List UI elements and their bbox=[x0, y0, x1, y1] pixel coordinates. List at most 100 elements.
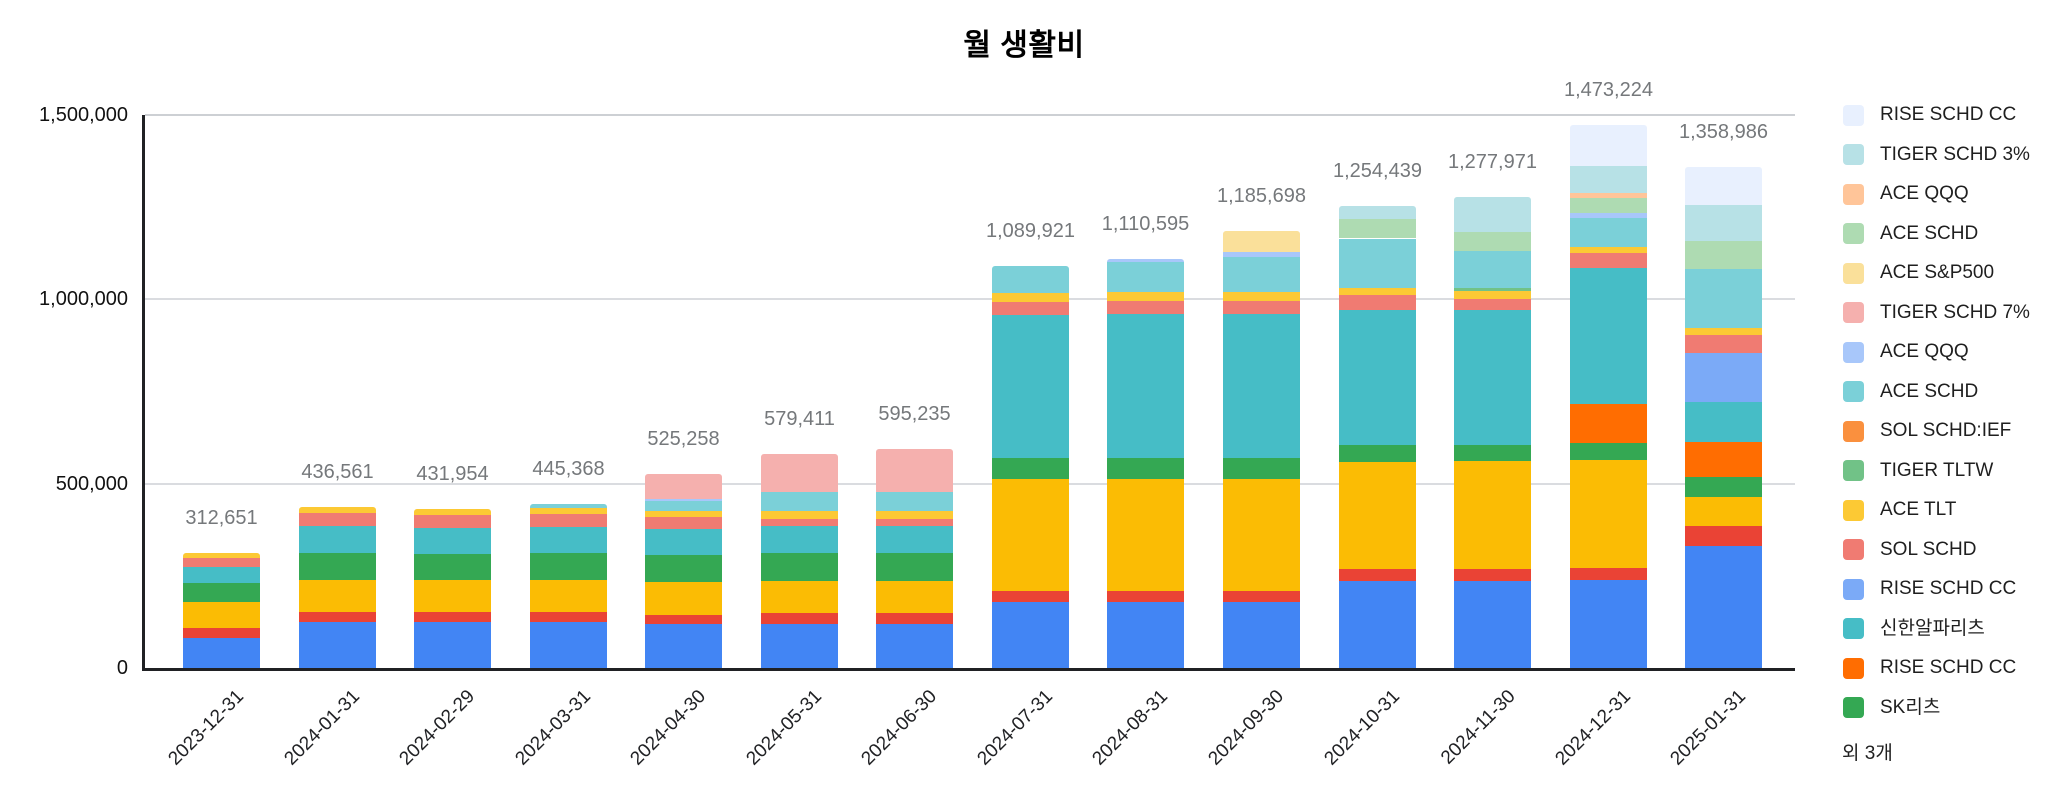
bar-segment[interactable] bbox=[876, 624, 953, 668]
bar-segment[interactable] bbox=[1107, 591, 1184, 603]
bar-segment[interactable] bbox=[1339, 310, 1416, 445]
legend-item[interactable]: RISE SCHD CC bbox=[1843, 104, 2016, 126]
bar-segment[interactable] bbox=[414, 527, 491, 554]
bar-segment[interactable] bbox=[183, 627, 260, 638]
bar-segment[interactable] bbox=[1339, 294, 1416, 311]
bar-segment[interactable] bbox=[530, 514, 607, 528]
bar-segment[interactable] bbox=[1454, 288, 1531, 292]
bar-segment[interactable] bbox=[530, 508, 607, 515]
bar-segment[interactable] bbox=[645, 624, 722, 668]
bar-segment[interactable] bbox=[645, 554, 722, 582]
bar-segment[interactable] bbox=[299, 611, 376, 622]
bar-segment[interactable] bbox=[1223, 230, 1300, 253]
bar-segment[interactable] bbox=[876, 613, 953, 625]
bar-segment[interactable] bbox=[1685, 441, 1762, 478]
legend-item[interactable]: TIGER SCHD 7% bbox=[1843, 302, 2030, 324]
bar-segment[interactable] bbox=[299, 513, 376, 527]
bar-segment[interactable] bbox=[1454, 568, 1531, 581]
bar-segment[interactable] bbox=[530, 621, 607, 668]
bar-segment[interactable] bbox=[414, 580, 491, 612]
bar-segment[interactable] bbox=[1685, 545, 1762, 668]
bar-segment[interactable] bbox=[992, 478, 1069, 592]
bar-segment[interactable] bbox=[645, 517, 722, 529]
bar-segment[interactable] bbox=[183, 558, 260, 568]
bar-segment[interactable] bbox=[876, 553, 953, 582]
bar-segment[interactable] bbox=[876, 519, 953, 527]
bar-segment[interactable] bbox=[645, 614, 722, 625]
bar-segment[interactable] bbox=[761, 454, 838, 493]
legend-item[interactable]: ACE TLT bbox=[1843, 499, 1956, 521]
bar-segment[interactable] bbox=[992, 314, 1069, 458]
bar-segment[interactable] bbox=[1685, 526, 1762, 546]
bar-segment[interactable] bbox=[414, 611, 491, 622]
bar-segment[interactable] bbox=[992, 301, 1069, 315]
legend-item[interactable]: SK리츠 bbox=[1843, 697, 1940, 719]
bar-segment[interactable] bbox=[876, 581, 953, 614]
bar-segment[interactable] bbox=[1454, 231, 1531, 251]
bar-segment[interactable] bbox=[1685, 477, 1762, 497]
bar-segment[interactable] bbox=[1454, 461, 1531, 569]
bar-segment[interactable] bbox=[1107, 258, 1184, 263]
bar-segment[interactable] bbox=[1570, 580, 1647, 668]
bar-segment[interactable] bbox=[1454, 196, 1531, 232]
bar-segment[interactable] bbox=[1570, 165, 1647, 193]
bar-segment[interactable] bbox=[992, 591, 1069, 603]
bar-segment[interactable] bbox=[1107, 602, 1184, 668]
bar-segment[interactable] bbox=[876, 491, 953, 512]
legend-item[interactable]: TIGER TLTW bbox=[1843, 460, 1993, 482]
bar-segment[interactable] bbox=[1685, 402, 1762, 442]
bar-segment[interactable] bbox=[1454, 250, 1531, 289]
bar-segment[interactable] bbox=[761, 492, 838, 512]
bar-segment[interactable] bbox=[1454, 310, 1531, 445]
bar-segment[interactable] bbox=[1570, 267, 1647, 405]
bar-segment[interactable] bbox=[1454, 298, 1531, 310]
bar-segment[interactable] bbox=[1339, 461, 1416, 570]
bar-segment[interactable] bbox=[1223, 601, 1300, 668]
legend-item[interactable]: SOL SCHD bbox=[1843, 539, 1976, 561]
bar-segment[interactable] bbox=[761, 526, 838, 554]
bar-segment[interactable] bbox=[645, 581, 722, 615]
bar-segment[interactable] bbox=[1223, 252, 1300, 257]
bar-segment[interactable] bbox=[1223, 457, 1300, 479]
legend-item[interactable]: ACE SCHD bbox=[1843, 381, 1978, 403]
bar-segment[interactable] bbox=[1339, 205, 1416, 219]
bar-segment[interactable] bbox=[876, 511, 953, 520]
bar-segment[interactable] bbox=[761, 613, 838, 625]
bar-segment[interactable] bbox=[183, 637, 260, 668]
bar-segment[interactable] bbox=[992, 292, 1069, 302]
bar-segment[interactable] bbox=[183, 601, 260, 628]
bar-segment[interactable] bbox=[1339, 218, 1416, 239]
bar-segment[interactable] bbox=[414, 553, 491, 581]
bar-segment[interactable] bbox=[1339, 238, 1416, 288]
bar-segment[interactable] bbox=[414, 621, 491, 668]
bar-segment[interactable] bbox=[414, 508, 491, 515]
bar-segment[interactable] bbox=[530, 552, 607, 580]
bar-segment[interactable] bbox=[1570, 213, 1647, 219]
bar-segment[interactable] bbox=[1223, 478, 1300, 591]
legend-item[interactable]: RISE SCHD CC bbox=[1843, 578, 2016, 600]
bar-segment[interactable] bbox=[183, 552, 260, 559]
bar-segment[interactable] bbox=[299, 507, 376, 514]
bar-segment[interactable] bbox=[299, 579, 376, 612]
bar-segment[interactable] bbox=[1223, 590, 1300, 602]
legend-item[interactable]: ACE S&P500 bbox=[1843, 262, 1994, 284]
bar-segment[interactable] bbox=[1107, 478, 1184, 592]
bar-segment[interactable] bbox=[1107, 291, 1184, 301]
bar-segment[interactable] bbox=[1454, 580, 1531, 668]
bar-segment[interactable] bbox=[299, 552, 376, 580]
bar-segment[interactable] bbox=[1107, 300, 1184, 315]
bar-segment[interactable] bbox=[530, 503, 607, 509]
bar-segment[interactable] bbox=[645, 499, 722, 502]
bar-segment[interactable] bbox=[1454, 444, 1531, 462]
bar-segment[interactable] bbox=[1570, 247, 1647, 253]
bar-segment[interactable] bbox=[1685, 496, 1762, 527]
bar-segment[interactable] bbox=[1685, 328, 1762, 336]
bar-segment[interactable] bbox=[1570, 192, 1647, 198]
bar-segment[interactable] bbox=[1454, 291, 1531, 299]
bar-segment[interactable] bbox=[1685, 335, 1762, 354]
bar-segment[interactable] bbox=[530, 579, 607, 612]
bar-segment[interactable] bbox=[183, 567, 260, 584]
legend-item[interactable]: ACE QQQ bbox=[1843, 183, 1969, 205]
bar-segment[interactable] bbox=[761, 581, 838, 614]
legend-item[interactable]: ACE QQQ bbox=[1843, 341, 1969, 363]
